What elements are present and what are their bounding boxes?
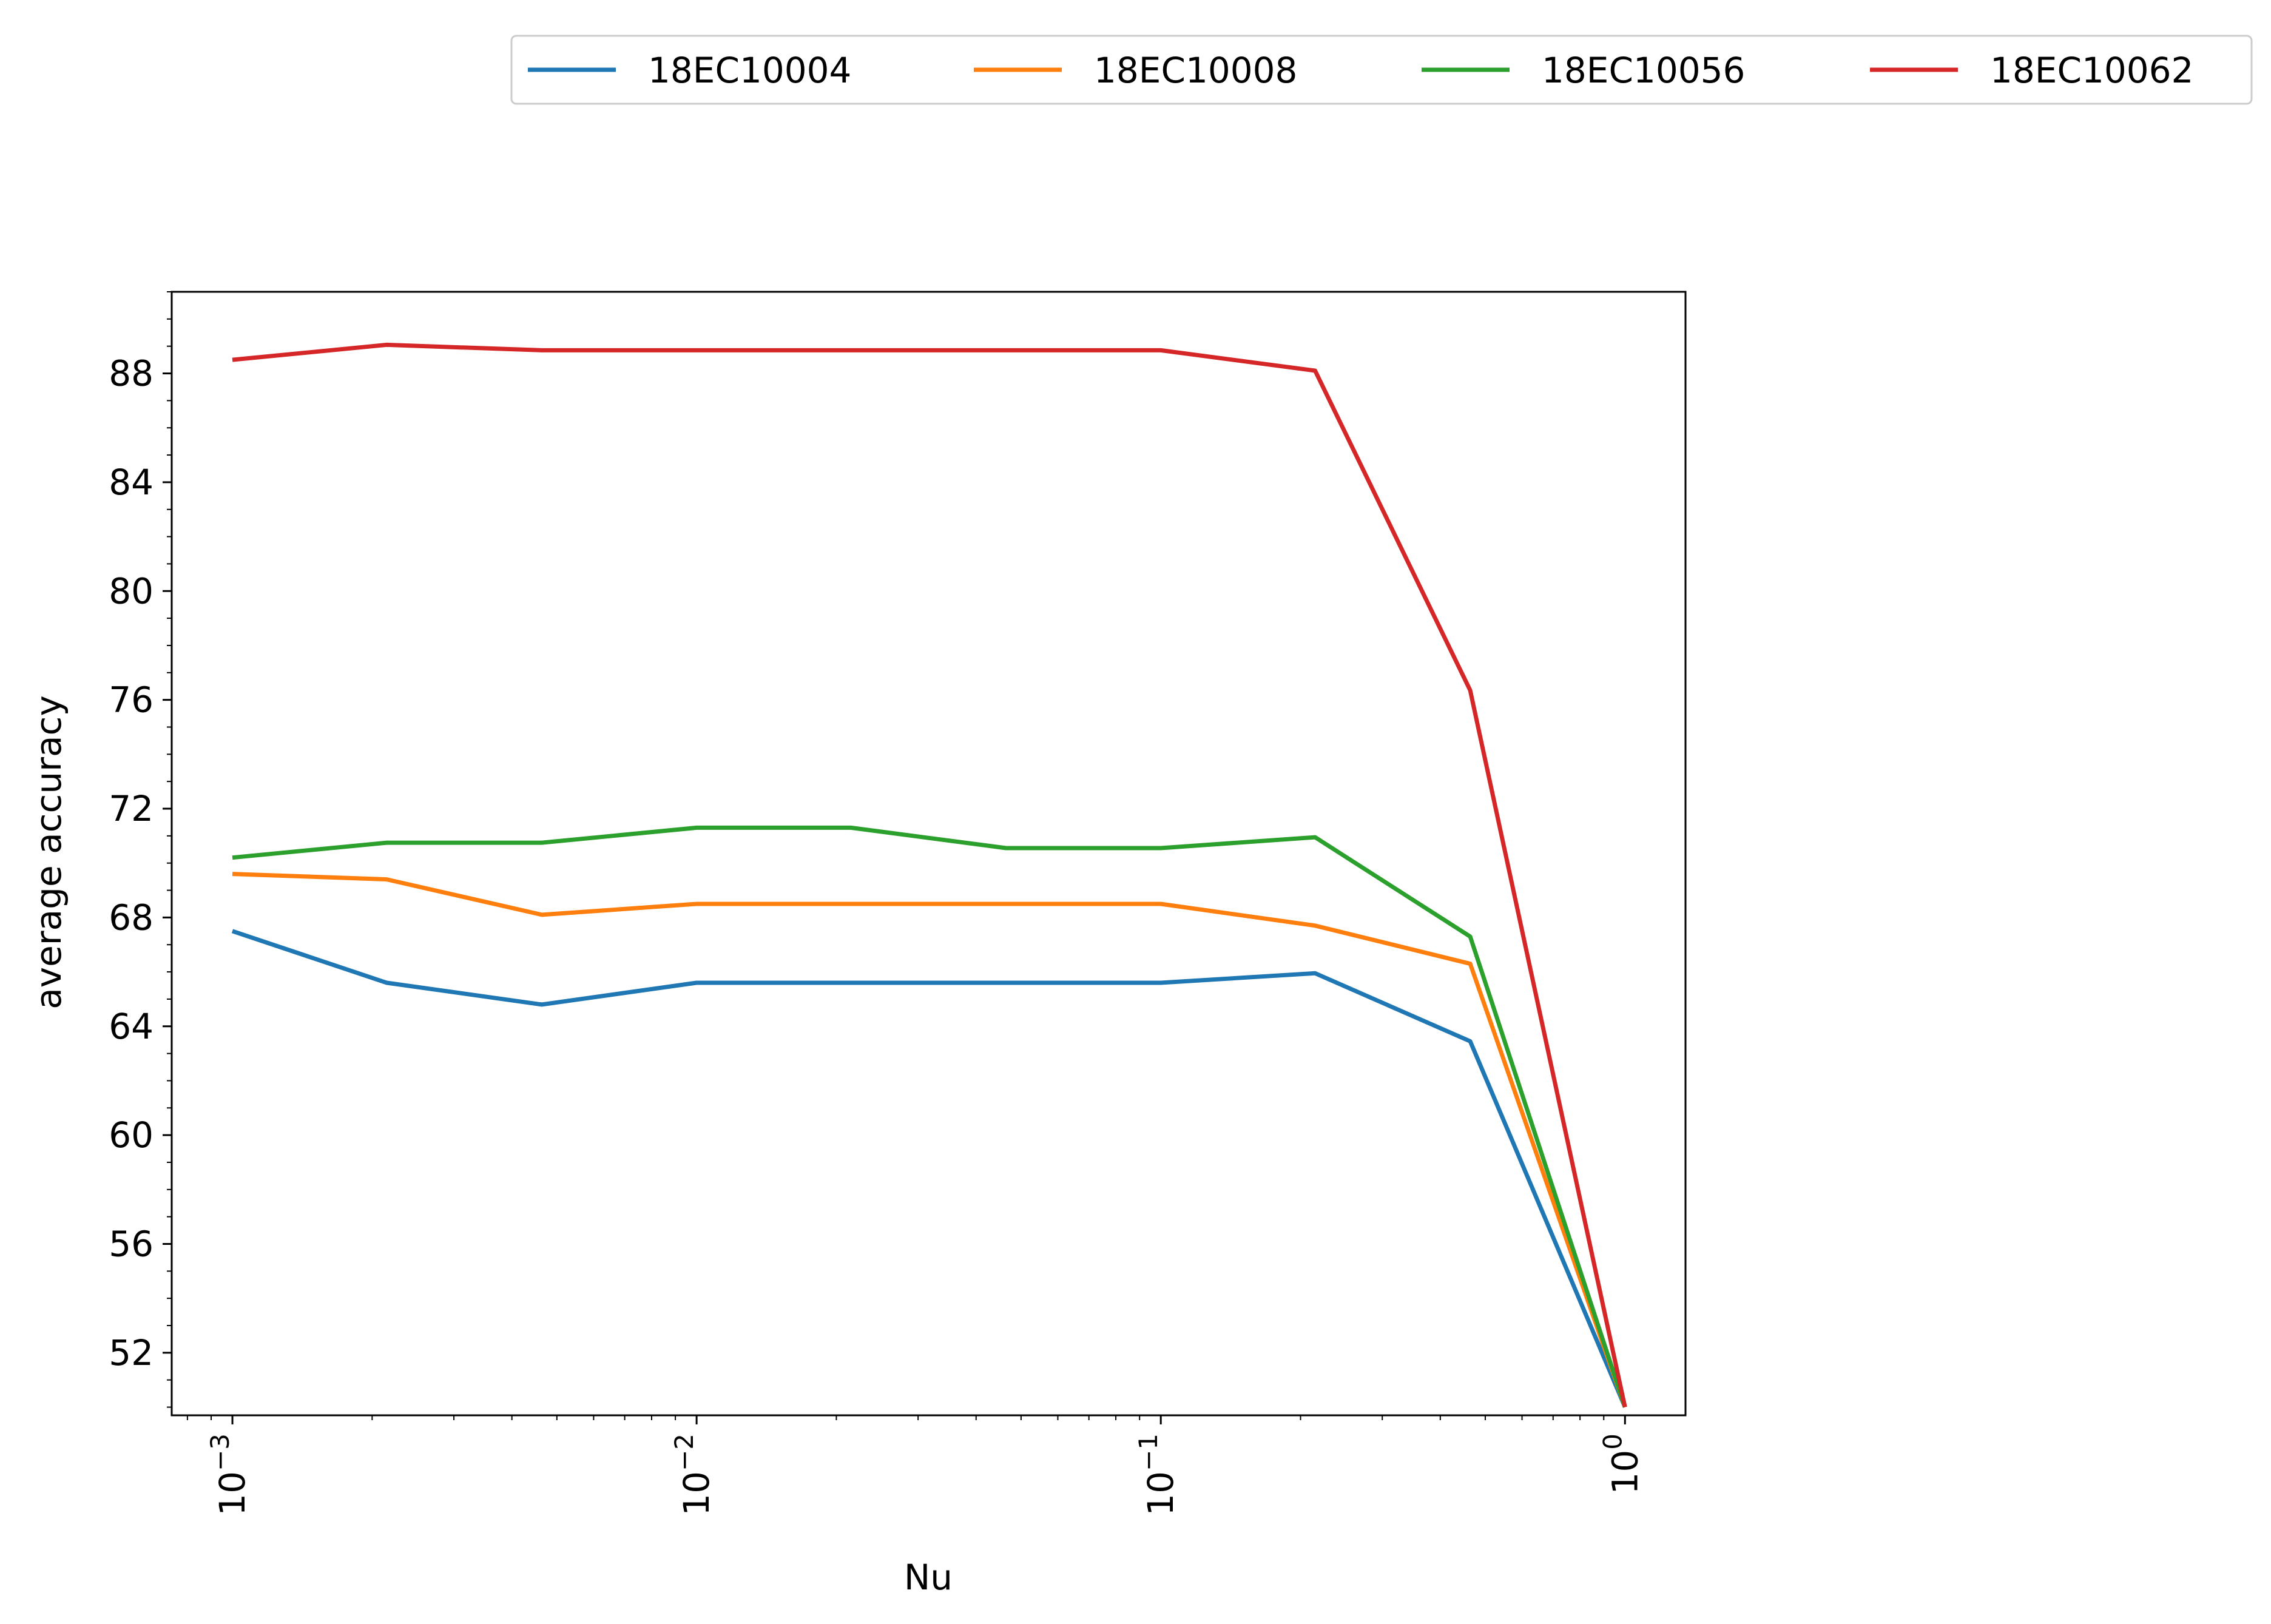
x-tick-label: 100 — [1598, 1434, 1645, 1495]
legend-label-18EC10056: 18EC10056 — [1542, 50, 1745, 91]
x-tick-label: 10−1 — [1133, 1434, 1181, 1516]
y-tick-label: 52 — [109, 1332, 154, 1373]
y-tick-label: 84 — [109, 462, 154, 503]
y-axis-label: average accuracy — [28, 695, 69, 1009]
y-tick-label: 56 — [109, 1223, 154, 1264]
legend-label-18EC10008: 18EC10008 — [1094, 50, 1297, 91]
y-tick-label: 80 — [109, 570, 154, 612]
legend: 18EC10004 18EC10008 18EC10056 18EC10062 — [510, 35, 2253, 105]
y-tick-label: 72 — [109, 788, 154, 829]
y-axis: 52 56 60 64 68 72 76 80 84 88 — [109, 291, 172, 1408]
legend-label-18EC10004: 18EC10004 — [648, 50, 851, 91]
plot-area — [170, 291, 1687, 1417]
x-tick-label: 10−2 — [669, 1434, 717, 1516]
legend-label-18EC10062: 18EC10062 — [1990, 50, 2193, 91]
series-line-18EC10008 — [232, 872, 1627, 1408]
y-tick-label: 60 — [109, 1114, 154, 1156]
x-axis-label: Nu — [904, 1557, 953, 1598]
x-axis: 10−3 10−2 10−1 100 — [186, 1415, 1645, 1516]
y-tick-label: 64 — [109, 1006, 154, 1047]
y-tick-label: 76 — [109, 679, 154, 721]
series-line-18EC10056 — [232, 825, 1627, 1408]
series-line-18EC10062 — [232, 342, 1627, 1408]
x-tick-label: 10−3 — [205, 1434, 253, 1516]
axes-frame — [170, 291, 1687, 1417]
y-tick-label: 68 — [109, 897, 154, 938]
y-tick-label: 88 — [109, 353, 154, 394]
series-line-18EC10004 — [231, 929, 1627, 1408]
legend-box — [510, 35, 2253, 105]
